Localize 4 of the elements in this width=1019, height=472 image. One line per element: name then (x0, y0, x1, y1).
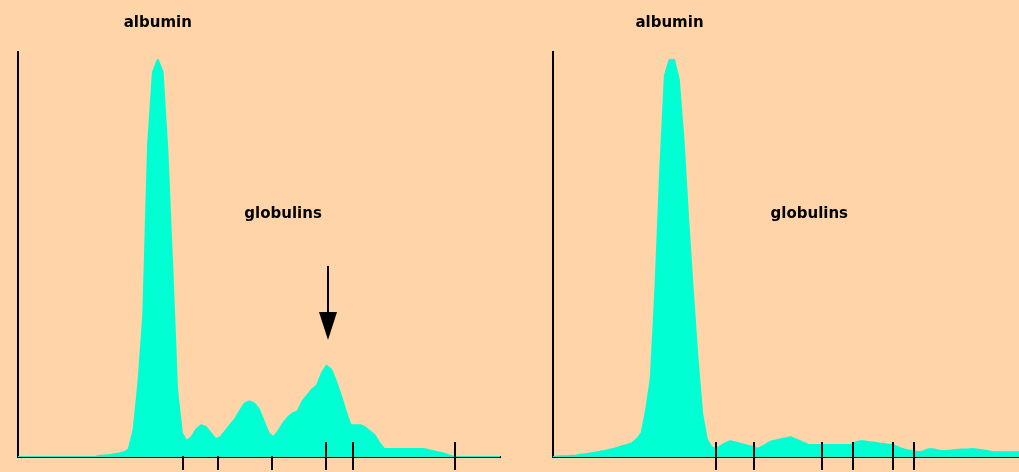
annotation: globulins (770, 203, 849, 222)
text: albumin (123, 12, 192, 31)
text: albumin (635, 12, 704, 31)
annotation: globulins (244, 203, 322, 222)
